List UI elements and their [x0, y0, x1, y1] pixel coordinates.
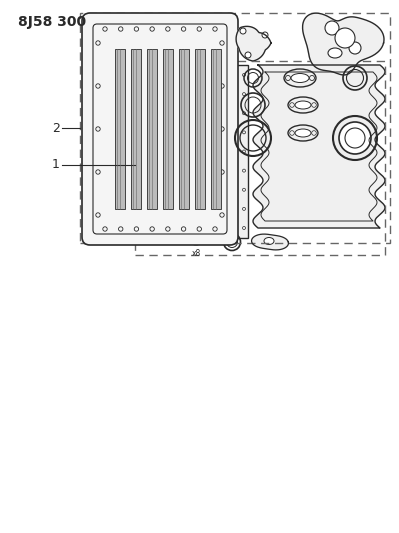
Ellipse shape	[209, 141, 231, 155]
Ellipse shape	[295, 101, 311, 109]
Ellipse shape	[149, 108, 181, 128]
Circle shape	[262, 32, 268, 38]
Ellipse shape	[295, 129, 311, 137]
Bar	[192, 233, 200, 243]
Circle shape	[335, 28, 355, 48]
Text: 1: 1	[52, 158, 60, 172]
Ellipse shape	[264, 238, 274, 245]
Ellipse shape	[156, 112, 174, 124]
Circle shape	[245, 52, 251, 58]
Ellipse shape	[149, 68, 181, 88]
Bar	[135, 61, 385, 255]
Text: x8: x8	[192, 249, 201, 258]
Ellipse shape	[156, 72, 174, 84]
Circle shape	[325, 21, 339, 35]
Ellipse shape	[209, 158, 231, 172]
Bar	[131, 49, 141, 209]
Bar	[115, 49, 125, 209]
Ellipse shape	[209, 88, 231, 102]
Circle shape	[349, 42, 361, 54]
Ellipse shape	[156, 133, 174, 143]
Bar	[163, 49, 173, 209]
Polygon shape	[302, 13, 384, 75]
Circle shape	[333, 116, 377, 160]
Ellipse shape	[149, 88, 181, 108]
Ellipse shape	[284, 69, 316, 87]
Polygon shape	[253, 65, 385, 228]
Ellipse shape	[209, 123, 231, 137]
Bar	[195, 49, 205, 209]
Bar	[211, 49, 221, 209]
Bar	[192, 65, 248, 238]
Ellipse shape	[288, 97, 318, 113]
Ellipse shape	[209, 106, 231, 120]
Ellipse shape	[156, 93, 174, 103]
Polygon shape	[236, 26, 271, 61]
Ellipse shape	[192, 231, 200, 235]
Text: 8J58 300: 8J58 300	[18, 15, 86, 29]
Bar	[179, 49, 189, 209]
Polygon shape	[251, 234, 288, 250]
Ellipse shape	[288, 125, 318, 141]
Bar	[147, 49, 157, 209]
Ellipse shape	[328, 48, 342, 58]
Circle shape	[240, 28, 246, 34]
Bar	[80, 13, 390, 243]
Ellipse shape	[192, 241, 200, 245]
FancyBboxPatch shape	[82, 13, 238, 245]
Text: 2: 2	[52, 122, 60, 134]
Ellipse shape	[149, 128, 181, 148]
Ellipse shape	[291, 74, 309, 83]
Ellipse shape	[209, 71, 231, 85]
Circle shape	[339, 122, 371, 154]
